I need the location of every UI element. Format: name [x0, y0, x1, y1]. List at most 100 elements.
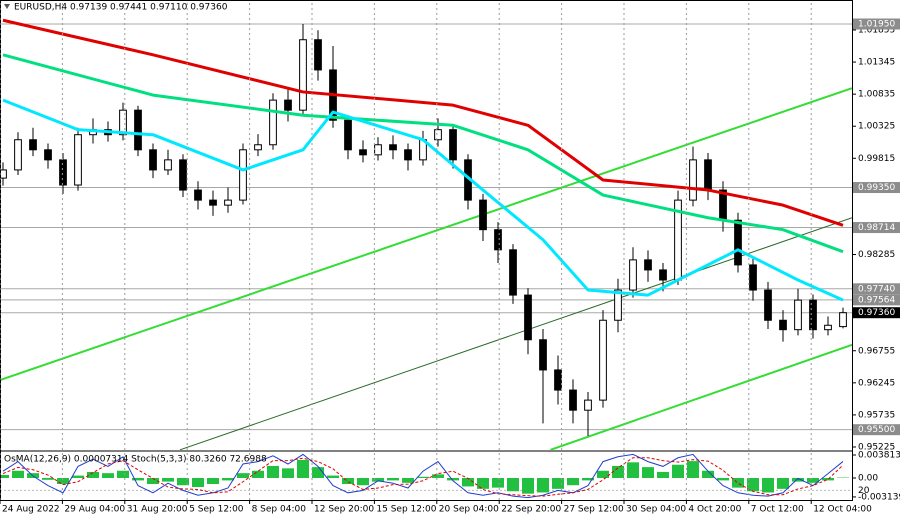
chart-header: EURUSD,H4 0.97139 0.97441 0.97110 0.9736… — [14, 3, 228, 13]
osma-bar — [552, 477, 564, 489]
y-tick-label: 1.00325 — [858, 122, 895, 132]
osma-bar — [807, 477, 819, 483]
osma-bar — [642, 467, 654, 478]
osma-bar — [0, 474, 9, 478]
candle-body — [254, 144, 262, 151]
osma-bar — [192, 477, 204, 488]
osma-bar — [72, 475, 84, 478]
osma-bar — [792, 477, 804, 482]
candle-body — [44, 149, 52, 161]
y-tick-label: 20 — [858, 486, 870, 496]
osma-bar — [237, 473, 249, 478]
candle-body — [644, 259, 652, 271]
candle-body — [209, 199, 217, 206]
candle-body — [314, 39, 322, 71]
osma-bar — [342, 477, 354, 485]
candle-body — [29, 139, 37, 151]
candle-body — [479, 199, 487, 231]
osma-bar — [822, 477, 834, 481]
candle-body — [434, 129, 442, 141]
osma-bar — [132, 477, 144, 481]
x-tick-label: 22 Sep 20:00 — [501, 505, 561, 515]
stoch-line — [2, 457, 844, 497]
level-box — [853, 222, 900, 234]
candle-body — [74, 134, 82, 186]
osma-bar — [42, 477, 54, 480]
osma-bar — [12, 470, 24, 478]
candle-body — [599, 319, 607, 401]
y-tick-label: 0.96755 — [858, 346, 895, 356]
osma-bar — [537, 477, 549, 493]
candle-body — [734, 219, 742, 266]
osma-bar — [672, 464, 684, 478]
candle-body — [389, 144, 397, 151]
osma-bar — [747, 477, 759, 492]
candle-body — [134, 109, 142, 151]
osma-bar — [372, 477, 384, 482]
candle-body — [584, 399, 592, 411]
osma-bar — [267, 465, 279, 478]
x-tick-label: 5 Sep 12:00 — [189, 505, 244, 515]
y-tick-label: 1.01345 — [858, 58, 895, 68]
candle-body — [299, 39, 307, 111]
candle-body — [794, 299, 802, 331]
osma-bar — [207, 477, 219, 485]
osma-bar — [507, 477, 519, 492]
osma-bar — [417, 476, 429, 478]
candle-body — [614, 289, 622, 321]
x-tick-label: 4 Oct 20:00 — [688, 505, 741, 515]
candle-body — [59, 159, 67, 186]
y-tick-label: -0.003139 — [858, 492, 900, 502]
candle-body — [539, 339, 547, 371]
moving-average — [2, 18, 844, 227]
osma-bar — [612, 465, 624, 478]
x-tick-label: 8 Sep 04:00 — [252, 505, 307, 515]
level-label: 0.98714 — [858, 223, 895, 233]
candle-body — [839, 312, 847, 328]
candle-body — [194, 189, 202, 201]
y-tick-label: 1.00835 — [858, 90, 895, 100]
level-label: 0.95500 — [858, 425, 895, 435]
osma-bar — [777, 477, 789, 489]
osma-bar — [297, 459, 309, 478]
candle-body — [524, 294, 532, 341]
trendline — [0, 87, 852, 381]
price-panel — [0, 18, 852, 450]
candle-body — [689, 159, 697, 201]
osma-bar — [462, 477, 474, 487]
osma-bar — [522, 477, 534, 494]
osma-bar — [252, 470, 264, 478]
candle-body — [149, 149, 157, 171]
candle-body — [14, 139, 22, 171]
candle-body — [269, 99, 277, 146]
osma-bar — [327, 475, 339, 478]
candle-body — [284, 99, 292, 111]
candle-body — [374, 144, 382, 156]
x-tick-label: 12 Sep 20:00 — [314, 505, 374, 515]
level-label: 0.97564 — [858, 295, 895, 305]
symbol-icon — [4, 4, 10, 9]
candle-body — [239, 149, 247, 201]
osma-bar — [312, 467, 324, 478]
osma-bar — [732, 477, 744, 488]
osma-bar — [432, 474, 444, 478]
y-tick-label: 0.98285 — [858, 250, 895, 260]
trendline — [550, 343, 852, 450]
x-tick-label: 20 Sep 04:00 — [439, 505, 499, 515]
frame — [0, 0, 853, 501]
candle-body — [179, 159, 187, 191]
candle-body — [404, 149, 412, 161]
level-box — [853, 294, 900, 306]
y-tick-label: 0.96245 — [858, 378, 895, 388]
level-box — [853, 424, 900, 436]
candle-body — [704, 159, 712, 191]
oscillator-panel — [0, 453, 852, 499]
candle-body — [554, 369, 562, 391]
osma-bar — [162, 477, 174, 482]
candle-body — [764, 289, 772, 321]
candle-body — [119, 109, 127, 136]
moving-average — [2, 98, 844, 302]
candle-body — [749, 264, 757, 291]
y-tick-label: 0.99815 — [858, 154, 895, 164]
